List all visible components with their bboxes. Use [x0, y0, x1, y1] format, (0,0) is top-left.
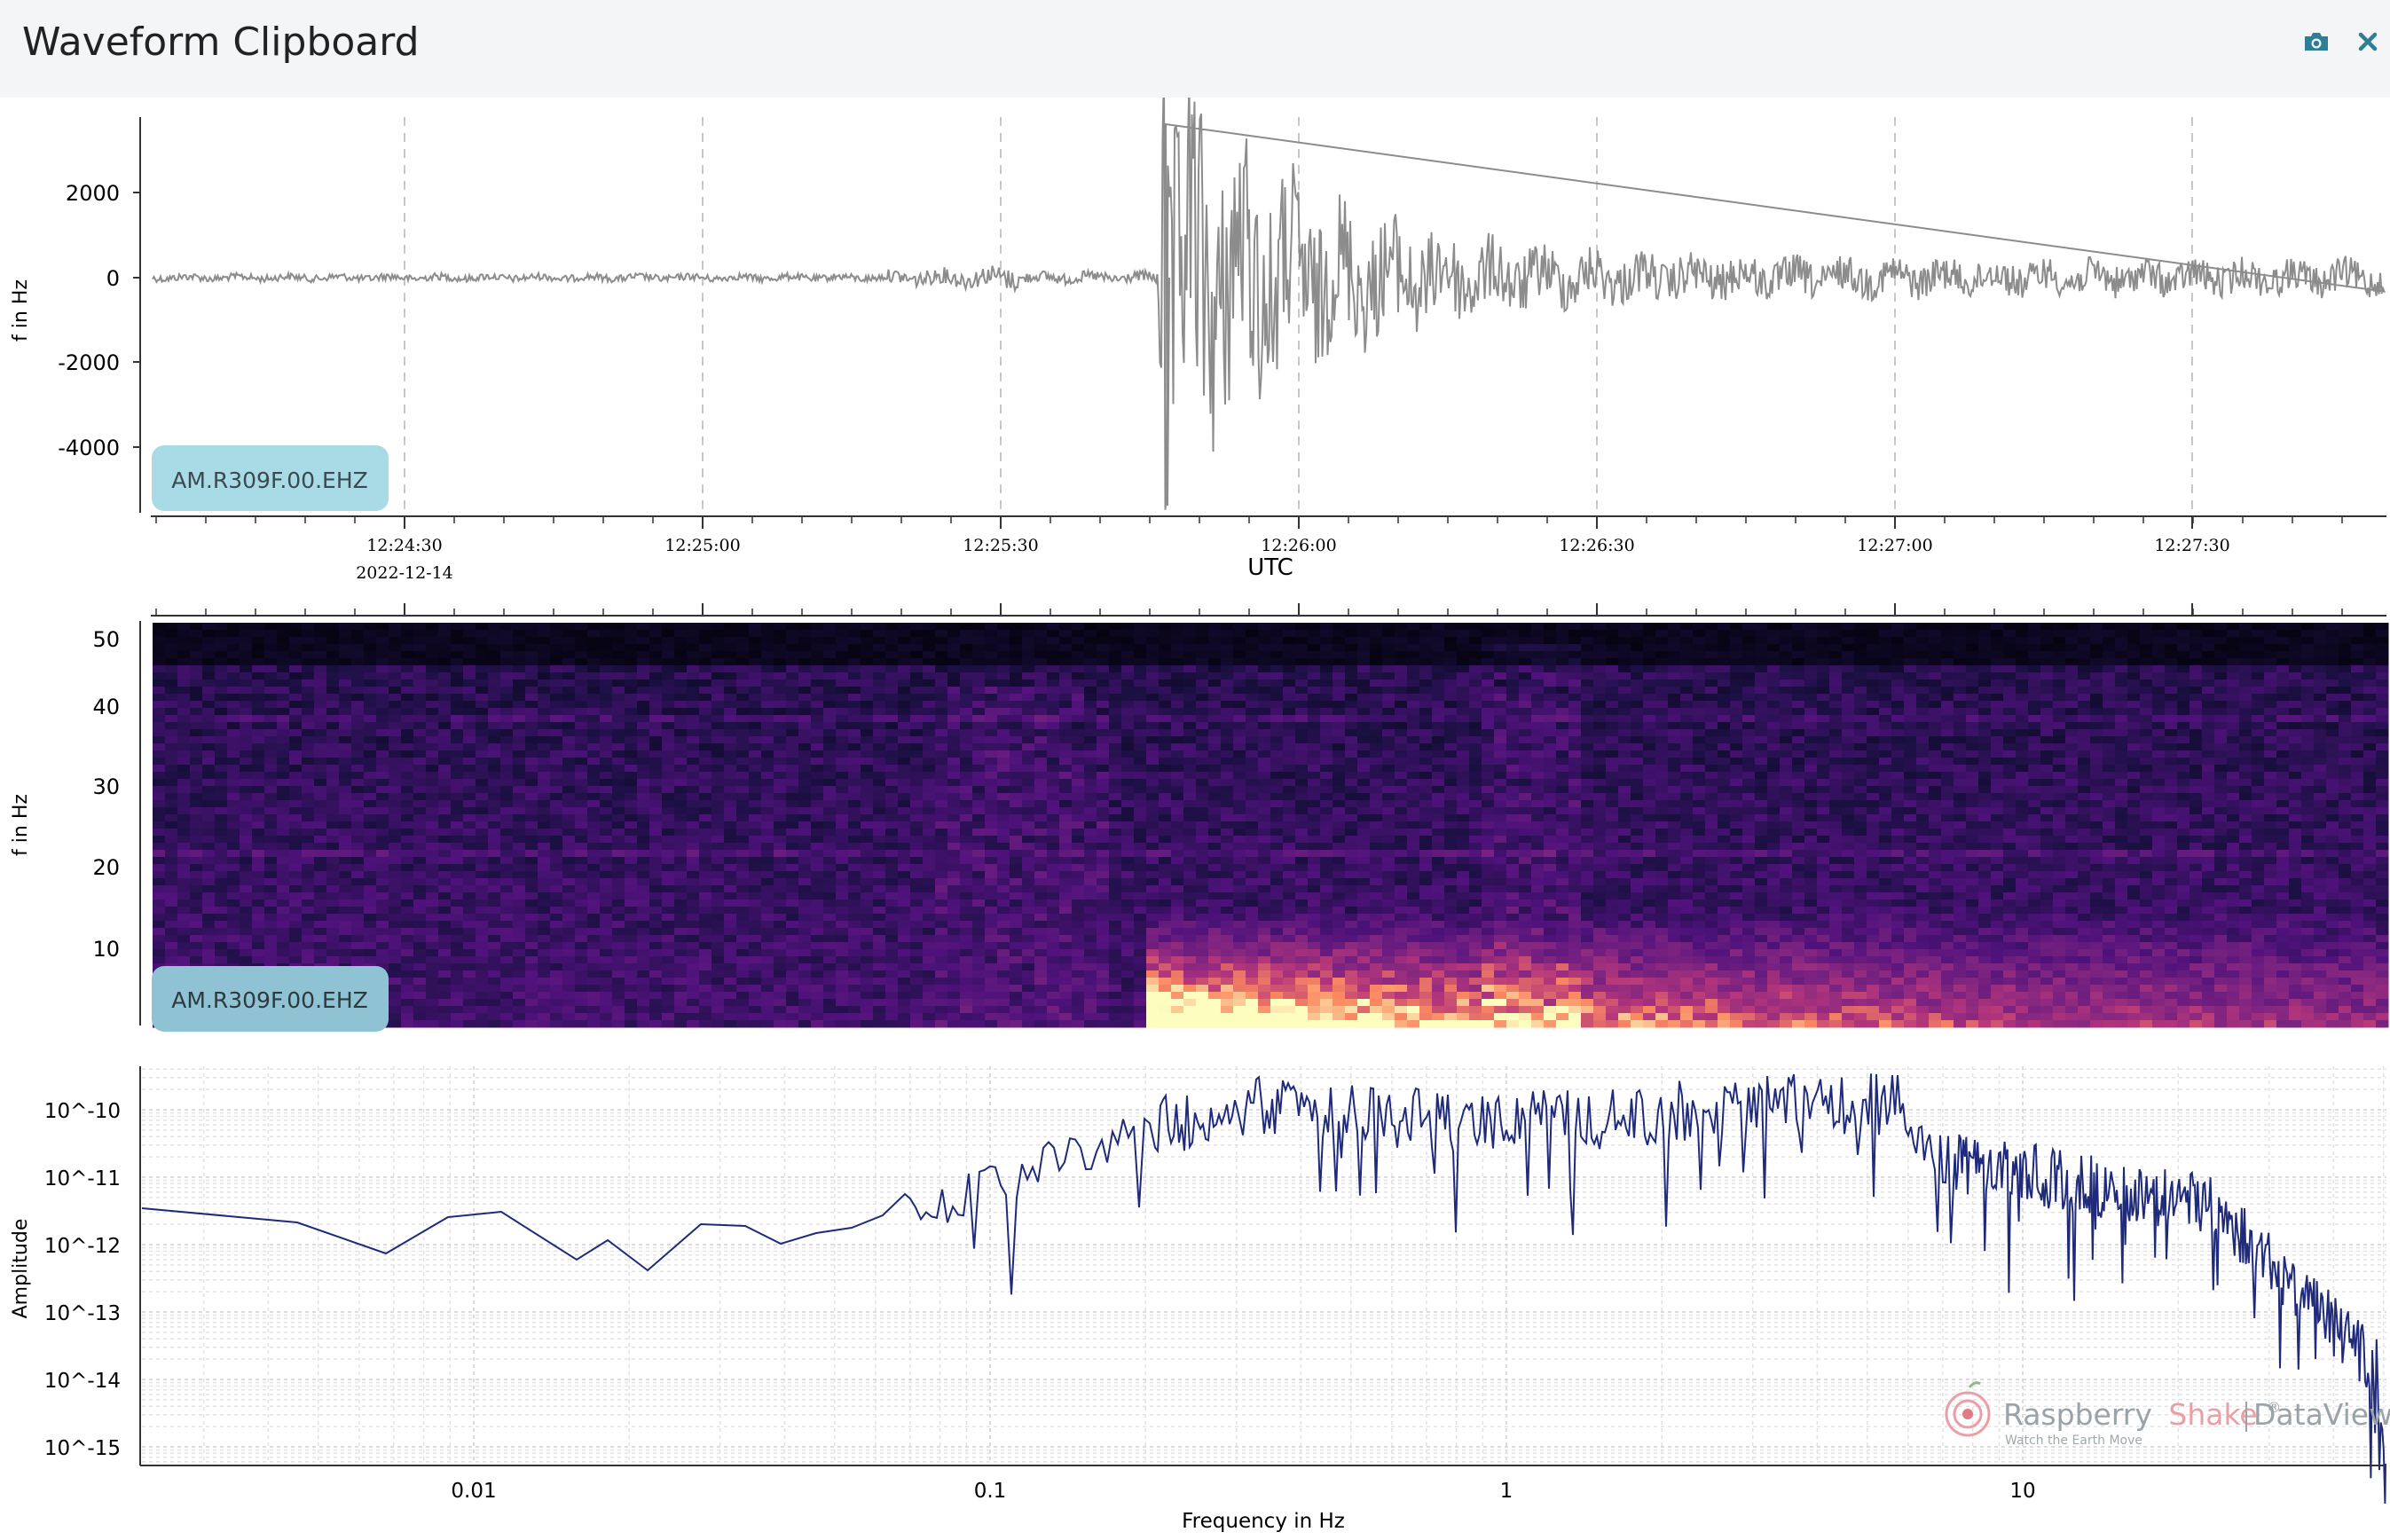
camera-icon: [2305, 33, 2328, 51]
waveform-ytick: 0: [106, 266, 120, 291]
spectrogram-panel: 50 40 30 20 10 f in Hz AM.R309F.00.EHZ: [10, 603, 2389, 1032]
spectrum-ytick: 10^-11: [44, 1167, 121, 1190]
spectrum-xtick: 0.01: [451, 1480, 496, 1503]
waveform-time-gridlines: [404, 117, 2193, 513]
spectrum-trace: [141, 1073, 2386, 1505]
waveform-x-minor-ticks: [155, 516, 2343, 523]
spectrogram-station-label: AM.R309F.00.EHZ: [171, 987, 368, 1013]
waveform-ytick: -4000: [58, 436, 120, 460]
waveform-station-label: AM.R309F.00.EHZ: [171, 468, 368, 493]
spectrum-ytick: 10^-10: [44, 1100, 121, 1123]
spectrum-x-axis-label: Frequency in Hz: [1182, 1510, 1345, 1533]
spectrum-ytick: 10^-14: [44, 1370, 121, 1393]
spectrogram-ytick: 20: [92, 855, 120, 880]
spectrum-y-tick-labels: 10^-10 10^-11 10^-12 10^-13 10^-14 10^-1…: [44, 1100, 121, 1460]
plots-area: 2000 0 -2000 -4000 f in Hz 12:24:30 12:25…: [10, 98, 2390, 1533]
spectrum-y-axis-label: Amplitude: [10, 1219, 32, 1319]
waveform-panel: 2000 0 -2000 -4000 f in Hz 12:24:30 12:25…: [10, 98, 2386, 583]
spectrogram-heatmap: [153, 623, 2389, 1028]
window-title: Waveform Clipboard: [22, 20, 420, 65]
spectrogram-ytick: 50: [92, 627, 120, 652]
window-header: Waveform Clipboard: [0, 0, 2390, 98]
spectrum-x-tick-labels: 0.01 0.1 1 10: [451, 1480, 2035, 1503]
waveform-xtick: 12:27:30: [2154, 536, 2229, 555]
spectrogram-ytick: 30: [92, 774, 120, 799]
brand-tagline: Watch the Earth Move: [2005, 1434, 2142, 1448]
waveform-date-label: 2022-12-14: [356, 563, 453, 583]
waveform-x-tick-labels: 12:24:30 12:25:00 12:25:30 12:26:00 12:26:30…: [366, 516, 2230, 555]
brand-registered: ®: [2267, 1399, 2281, 1416]
spectrogram-ytick: 40: [92, 695, 120, 719]
waveform-xtick: 12:26:30: [1559, 536, 1634, 555]
raspberry-shake-logo-icon: [1945, 1381, 1991, 1437]
waveform-xtick: 12:25:30: [963, 536, 1038, 555]
waveform-x-axis-label: UTC: [1247, 554, 1293, 581]
brand-dataview: DataView: [2253, 1397, 2390, 1432]
spectrum-gridlines: [142, 1066, 2386, 1464]
waveform-xtick: 12:26:00: [1261, 536, 1336, 555]
waveform-station-badge: AM.R309F.00.EHZ: [152, 445, 389, 511]
spectrum-xtick: 1: [1500, 1480, 1513, 1503]
waveform-ytick: 2000: [66, 181, 120, 206]
spectrogram-y-ticks: 50 40 30 20 10: [92, 627, 120, 962]
waveform-trace: [152, 98, 2386, 510]
screenshot-button[interactable]: [2294, 20, 2339, 64]
spectrogram-station-badge: AM.R309F.00.EHZ: [152, 966, 389, 1032]
spectrum-ytick: 10^-15: [44, 1437, 121, 1460]
close-button[interactable]: [2346, 20, 2390, 64]
spectrum-xtick: 0.1: [974, 1480, 1007, 1503]
close-icon: [2358, 32, 2378, 51]
spectrogram-y-axis-label: f in Hz: [10, 794, 32, 856]
brand-shake: Shake: [2168, 1397, 2257, 1432]
waveform-xtick: 12:25:00: [664, 536, 740, 555]
waveform-xtick: 12:24:30: [366, 536, 442, 555]
spectrum-panel: 10^-10 10^-11 10^-12 10^-13 10^-14 10^-1…: [10, 1066, 2390, 1533]
waveform-y-axis-label: f in Hz: [10, 279, 32, 342]
waveform-xtick: 12:27:00: [1857, 536, 1932, 555]
spectrum-xtick: 10: [2009, 1480, 2035, 1503]
spectrum-ytick: 10^-13: [44, 1302, 121, 1325]
waveform-ytick: -2000: [58, 350, 120, 375]
spectrum-ytick: 10^-12: [44, 1235, 121, 1258]
brand-raspberry: Raspberry: [2003, 1397, 2152, 1432]
spectrogram-top-ticks: [155, 603, 2343, 616]
spectrogram-ytick: 10: [92, 937, 120, 962]
raspberry-shake-watermark: Raspberry Shake ® DataView Watch the Ear…: [1945, 1381, 2390, 1448]
